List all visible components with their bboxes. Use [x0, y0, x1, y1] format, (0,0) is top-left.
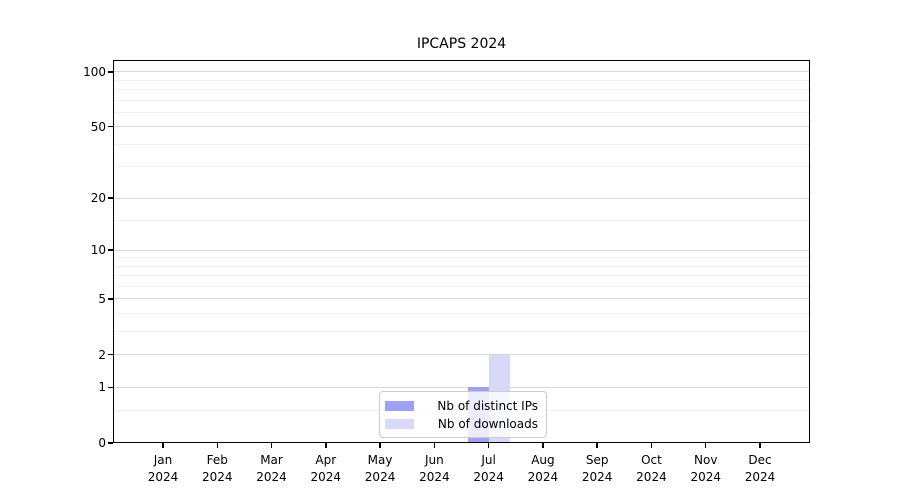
x-tick-mark — [542, 443, 544, 448]
x-tick-mark — [270, 443, 273, 448]
minor-gridline — [113, 275, 810, 277]
x-tick-label-line: Feb — [206, 453, 228, 467]
x-tick-label-line: 2024 — [310, 470, 342, 484]
minor-gridline — [113, 166, 810, 168]
x-tick-label-line: 2024 — [201, 470, 233, 484]
x-tick-label-line: 2024 — [581, 470, 613, 484]
y-tick-mark — [108, 249, 113, 251]
x-tick-label-line: Dec — [748, 453, 772, 467]
x-axis-tick-label: Mar 2024 — [242, 452, 302, 486]
plot-area — [113, 60, 810, 443]
major-gridline — [113, 298, 810, 300]
y-tick-mark — [108, 197, 113, 199]
y-tick-mark — [108, 353, 113, 356]
y-axis-tick-label: 2 — [98, 347, 106, 362]
x-axis-tick-label: Jan 2024 — [133, 452, 193, 486]
x-tick-label-line: 2024 — [473, 470, 504, 484]
x-axis-tick-label: Oct 2024 — [621, 452, 681, 486]
x-axis-tick-label: Dec 2024 — [730, 452, 790, 486]
x-tick-mark — [325, 443, 327, 448]
x-tick-label-line: Aug — [531, 453, 555, 467]
y-tick-mark — [108, 442, 113, 444]
x-tick-mark — [216, 443, 218, 448]
x-tick-mark — [162, 443, 164, 448]
x-tick-label-line: Jun — [424, 453, 444, 467]
legend-label-downloads: Nb of downloads — [437, 416, 538, 431]
major-gridline — [113, 249, 810, 251]
x-axis-tick-label: Sep 2024 — [567, 452, 627, 486]
x-tick-label-line: 2024 — [147, 470, 179, 484]
x-tick-mark — [759, 443, 761, 448]
x-tick-label-line: 2024 — [744, 470, 776, 484]
minor-gridline — [113, 79, 810, 81]
major-gridline — [113, 71, 810, 73]
x-tick-label-line: Apr — [315, 453, 337, 467]
x-tick-label-line: May — [367, 453, 393, 467]
x-tick-label-line: Jul — [481, 453, 496, 467]
x-tick-mark — [596, 443, 598, 448]
minor-gridline — [113, 285, 810, 287]
x-axis-tick-label: Jun 2024 — [404, 452, 464, 486]
minor-gridline — [113, 111, 810, 113]
x-axis-tick-label: Aug 2024 — [513, 452, 573, 486]
x-axis-tick-label: Nov 2024 — [676, 452, 736, 486]
y-axis-tick-label: 0 — [98, 436, 106, 450]
x-tick-label-line: Mar — [260, 453, 283, 467]
chart-title: IPCAPS 2024 — [416, 36, 507, 52]
major-gridline — [113, 386, 810, 388]
minor-gridline — [113, 99, 810, 101]
x-tick-label-line: 2024 — [419, 470, 450, 484]
major-gridline — [113, 197, 810, 199]
major-gridline — [113, 354, 810, 356]
minor-gridline — [113, 257, 810, 259]
x-tick-mark — [705, 443, 707, 448]
minor-gridline — [113, 143, 810, 145]
x-axis-tick-label: May 2024 — [350, 452, 410, 486]
y-axis-tick-label: 20 — [90, 191, 106, 206]
x-tick-label-line: 2024 — [527, 470, 559, 484]
x-tick-mark — [650, 443, 653, 448]
minor-gridline — [113, 89, 810, 91]
x-tick-mark — [433, 443, 436, 448]
legend-swatch-downloads — [385, 418, 414, 429]
legend-row-downloads: Nb of downloads — [385, 417, 538, 431]
legend-swatch-distinct-ips — [385, 400, 414, 411]
major-gridline — [113, 126, 810, 128]
x-tick-label-line: Jan — [153, 453, 173, 467]
y-tick-mark — [108, 298, 113, 300]
x-axis-tick-label: Apr 2024 — [296, 452, 356, 486]
x-tick-label-line: Nov — [694, 453, 718, 467]
x-tick-mark — [487, 443, 490, 448]
y-tick-mark — [108, 126, 113, 128]
legend-row-distinct-ips: Nb of distinct IPs — [385, 399, 538, 413]
y-tick-mark — [108, 386, 113, 388]
x-axis-tick-label: Feb 2024 — [187, 452, 247, 486]
x-axis-tick-label: Jul 2024 — [459, 452, 519, 486]
minor-gridline — [113, 331, 810, 332]
legend: Nb of distinct IPs Nb of downloads — [379, 391, 547, 438]
x-tick-label-line: 2024 — [690, 470, 721, 484]
x-tick-label-line: Oct — [641, 453, 662, 467]
minor-gridline — [113, 265, 810, 267]
y-axis-tick-label: 5 — [98, 291, 106, 306]
y-tick-mark — [108, 71, 113, 73]
x-tick-label-line: 2024 — [256, 470, 287, 484]
minor-gridline — [113, 313, 810, 315]
x-tick-label-line: 2024 — [364, 470, 396, 484]
x-tick-label-line: 2024 — [636, 470, 667, 484]
legend-label-distinct-ips: Nb of distinct IPs — [437, 398, 538, 413]
y-axis-tick-label: 10 — [90, 243, 106, 258]
minor-gridline — [113, 219, 810, 221]
y-axis-tick-label: 50 — [90, 119, 106, 134]
y-axis-tick-label: 100 — [83, 64, 106, 79]
x-tick-mark — [379, 443, 381, 448]
x-tick-label-line: Sep — [585, 453, 609, 467]
y-axis-tick-label: 1 — [98, 380, 106, 395]
